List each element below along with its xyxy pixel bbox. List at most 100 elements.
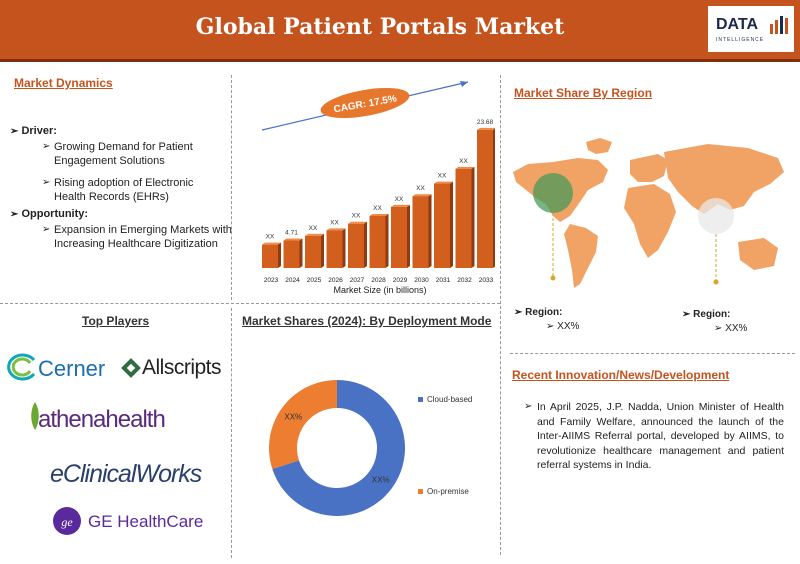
bar-side <box>299 238 303 268</box>
bar-side <box>428 194 432 268</box>
cagr-badge <box>320 88 410 118</box>
driver-item: ➢ Growing Demand for Patient Engagement … <box>42 141 193 167</box>
athenahealth-leaf-icon <box>31 402 39 430</box>
deployment-donut-chart: XX% XX% Cloud-based On-premise <box>269 380 472 516</box>
bar-side <box>364 221 367 268</box>
map-australia <box>738 238 778 270</box>
x-tick-label: 2031 <box>436 277 451 284</box>
bar-data-label: XX <box>352 213 361 220</box>
news-title: Recent Innovation/News/Development <box>512 368 730 382</box>
header-banner: Global Patient Portals Market DATA INTEL… <box>0 0 800 62</box>
bar-side <box>493 128 495 268</box>
deployment-chart-title: Market Shares (2024): By Deployment Mode <box>242 314 492 328</box>
x-tick-label: 2023 <box>264 277 279 284</box>
bar-top <box>283 238 303 241</box>
divider <box>231 75 232 300</box>
x-tick-label: 2025 <box>307 277 322 284</box>
bar <box>477 129 493 268</box>
bar-data-label: XX <box>330 219 339 226</box>
x-axis-label: Market Size (in billions) <box>333 285 426 295</box>
bar-data-label: XX <box>459 158 468 165</box>
divider <box>0 303 500 304</box>
map-south-america <box>564 224 598 288</box>
divider <box>500 75 501 555</box>
bar-side <box>407 204 410 268</box>
bar-data-label: XX <box>416 185 425 192</box>
donut-slice <box>269 380 337 470</box>
player-cerner: Cerner <box>38 356 106 381</box>
bar-top <box>262 242 281 245</box>
allscripts-logo-icon <box>121 358 141 378</box>
bar-data-label: XX <box>373 205 382 212</box>
bar-top <box>391 204 410 207</box>
map-greenland <box>586 138 612 154</box>
x-tick-label: 2028 <box>371 277 386 284</box>
bar-data-label: XX <box>266 234 275 241</box>
region-value: ➢ XX% <box>714 323 748 334</box>
bar <box>326 230 343 268</box>
bar <box>262 244 278 268</box>
bar-top <box>305 233 324 236</box>
bar-top <box>455 166 475 169</box>
bar <box>305 235 321 268</box>
news-item: ➢ In April 2025, J.P. Nadda, Union Minis… <box>524 401 784 471</box>
region-highlight-asia <box>698 198 734 234</box>
region-leader-dot <box>713 279 719 285</box>
slice-data-label: XX% <box>372 476 390 485</box>
region-leader-dot <box>550 275 556 281</box>
player-allscripts: Allscripts <box>142 356 222 379</box>
driver-item: ➢ Rising adoption of Electronic Health R… <box>42 177 194 203</box>
bar-side <box>471 166 475 268</box>
x-tick-label: 2029 <box>393 277 408 284</box>
bar-data-label: 23.68 <box>477 119 494 126</box>
logo-subtitle: INTELLIGENCE <box>716 37 765 43</box>
ge-healthcare-logo-icon: ge <box>53 507 81 535</box>
market-size-bar-chart: CAGR: 17.5% XX20234.712024XX2025XX2026XX… <box>261 81 495 295</box>
x-tick-label: 2033 <box>479 277 494 284</box>
logo-text: DATA <box>716 16 759 33</box>
bar-top <box>348 221 367 224</box>
slice-data-label: XX% <box>284 412 302 421</box>
region-label: ➢ Region: <box>514 307 563 318</box>
svg-text:ge: ge <box>61 515 73 529</box>
player-eclinicalworks: eClinicalWorks <box>50 460 202 488</box>
region-value: ➢ XX% <box>546 321 580 332</box>
logo-bars-icon <box>770 16 788 34</box>
x-tick-label: 2027 <box>350 277 365 284</box>
bar-top <box>326 228 346 231</box>
opportunity-heading: ➢ Opportunity: <box>10 208 89 220</box>
cerner-logo-icon <box>7 353 36 381</box>
bar-data-label: 4.71 <box>285 230 298 237</box>
divider <box>510 353 795 354</box>
bar-top <box>477 127 495 130</box>
donut-slice <box>272 380 405 516</box>
x-tick-label: 2032 <box>457 277 472 284</box>
legend-label: On-premise <box>427 487 469 496</box>
bar <box>412 196 429 268</box>
bar-top <box>412 194 432 197</box>
bar <box>369 215 386 268</box>
bar <box>283 240 300 268</box>
driver-heading: ➢ Driver: <box>10 125 57 137</box>
bar-data-label: XX <box>309 225 318 232</box>
bar-side <box>450 181 453 268</box>
region-title: Market Share By Region <box>514 86 653 100</box>
brand-logo: DATA INTELLIGENCE <box>708 6 794 52</box>
top-players-title: Top Players <box>82 314 150 328</box>
bar-top <box>434 181 453 184</box>
world-map <box>513 138 784 288</box>
x-tick-label: 2026 <box>328 277 343 284</box>
bar-top <box>369 213 389 216</box>
player-ge-healthcare: GE HealthCare <box>88 512 204 531</box>
bar <box>391 206 407 268</box>
bar-side <box>321 233 324 268</box>
divider <box>231 308 232 558</box>
bar <box>434 183 450 268</box>
bar-side <box>385 213 389 268</box>
bar-side <box>278 242 281 268</box>
market-dynamics-title: Market Dynamics <box>14 76 113 90</box>
bar <box>455 168 472 268</box>
map-europe <box>630 154 668 182</box>
region-label: ➢ Region: <box>682 309 731 320</box>
legend-swatch <box>418 397 423 402</box>
